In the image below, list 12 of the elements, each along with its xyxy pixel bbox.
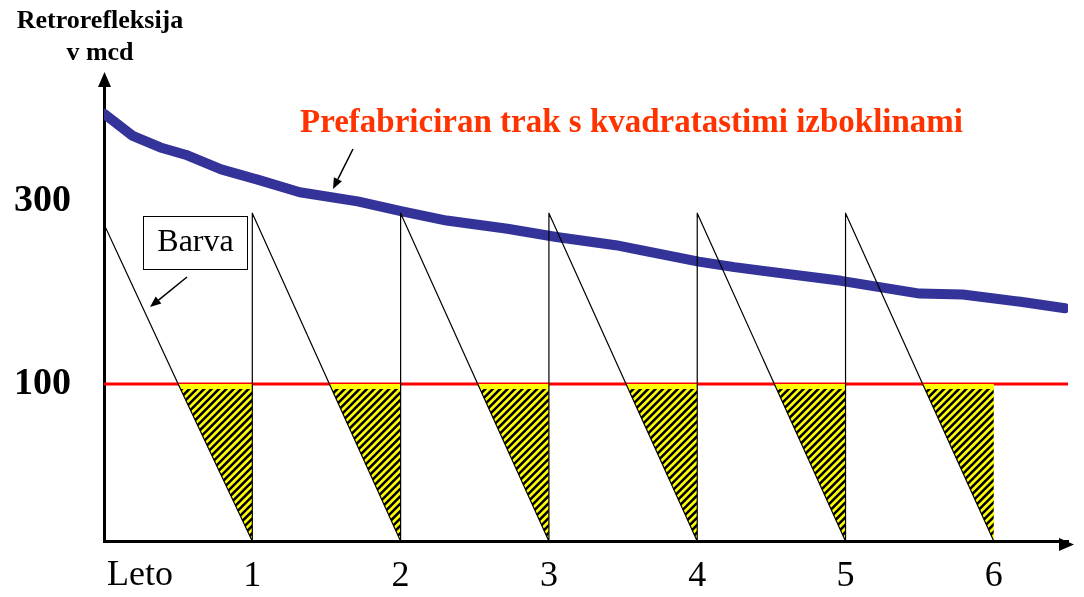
y-tick-label: 300 — [14, 177, 71, 220]
x-axis-title: Leto — [107, 552, 173, 593]
x-tick-label: 6 — [984, 554, 1003, 595]
series-label: Prefabriciran trak s kvadratastimi izboklinami — [300, 103, 964, 139]
x-tick-label: 4 — [688, 554, 707, 595]
x-tick-label: 2 — [391, 554, 410, 595]
x-tick-label: 1 — [243, 554, 262, 595]
x-tick-label: 3 — [539, 554, 558, 595]
series-label: Barva — [157, 222, 234, 259]
x-tick-label: 5 — [836, 554, 855, 595]
y-tick-label: 100 — [14, 359, 71, 402]
y-axis-title: Retrorefleksija v mcd — [16, 4, 184, 66]
